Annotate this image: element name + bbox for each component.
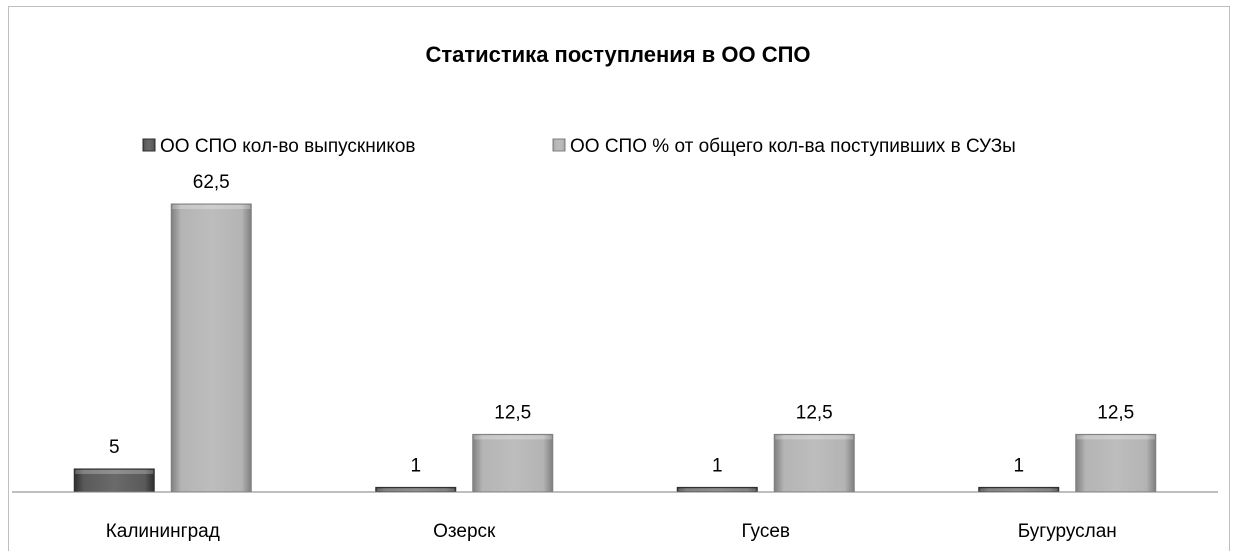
bar-series-2-2 (472, 433, 554, 493)
data-label-series-1-1: 5 (109, 437, 120, 458)
bars-group (73, 203, 1157, 493)
legend-label-series-2: ОО СПО % от общего кол-ва поступивших в … (570, 136, 1016, 157)
legend-swatch-series-1 (142, 138, 156, 152)
chart-title: Статистика поступления в ОО СПО (425, 42, 810, 67)
bar-bevel-1-2 (376, 488, 455, 491)
category-label-1: Калининград (106, 521, 220, 542)
data-label-series-2-2: 12,5 (494, 402, 531, 423)
bar-bevel-2-3 (775, 435, 854, 440)
legend-label-series-1: ОО СПО кол-во выпускников (160, 136, 416, 157)
category-label-2: Озерск (433, 521, 496, 542)
category-label-4: Бугуруслан (1018, 521, 1117, 542)
bar-series-2-1 (170, 203, 252, 493)
category-labels-group: Калининград Озерск Гусев Бугуруслан (106, 521, 1117, 542)
category-label-3: Гусев (742, 521, 790, 542)
bar-bevel-2-1 (172, 205, 251, 209)
bar-series-2-3 (773, 433, 855, 493)
data-label-series-1-2: 1 (410, 455, 421, 476)
data-label-series-2-4: 12,5 (1097, 402, 1134, 423)
data-labels-group: 5 62,5 1 12,5 1 12,5 1 12,5 (109, 172, 1134, 476)
data-label-series-2-3: 12,5 (796, 402, 833, 423)
bar-series-2-4 (1075, 433, 1157, 493)
bar-bevel-1-1 (75, 469, 154, 474)
bar-bevel-2-4 (1076, 435, 1155, 440)
data-label-series-2-1: 62,5 (193, 172, 230, 193)
legend: ОО СПО кол-во выпускников ОО СПО % от об… (142, 136, 1016, 157)
data-label-series-1-4: 1 (1013, 455, 1024, 476)
bar-bevel-1-3 (678, 488, 757, 491)
bar-bevel-1-4 (979, 488, 1058, 491)
legend-swatch-series-2 (552, 138, 566, 152)
data-label-series-1-3: 1 (712, 455, 723, 476)
bar-bevel-2-2 (473, 435, 552, 440)
